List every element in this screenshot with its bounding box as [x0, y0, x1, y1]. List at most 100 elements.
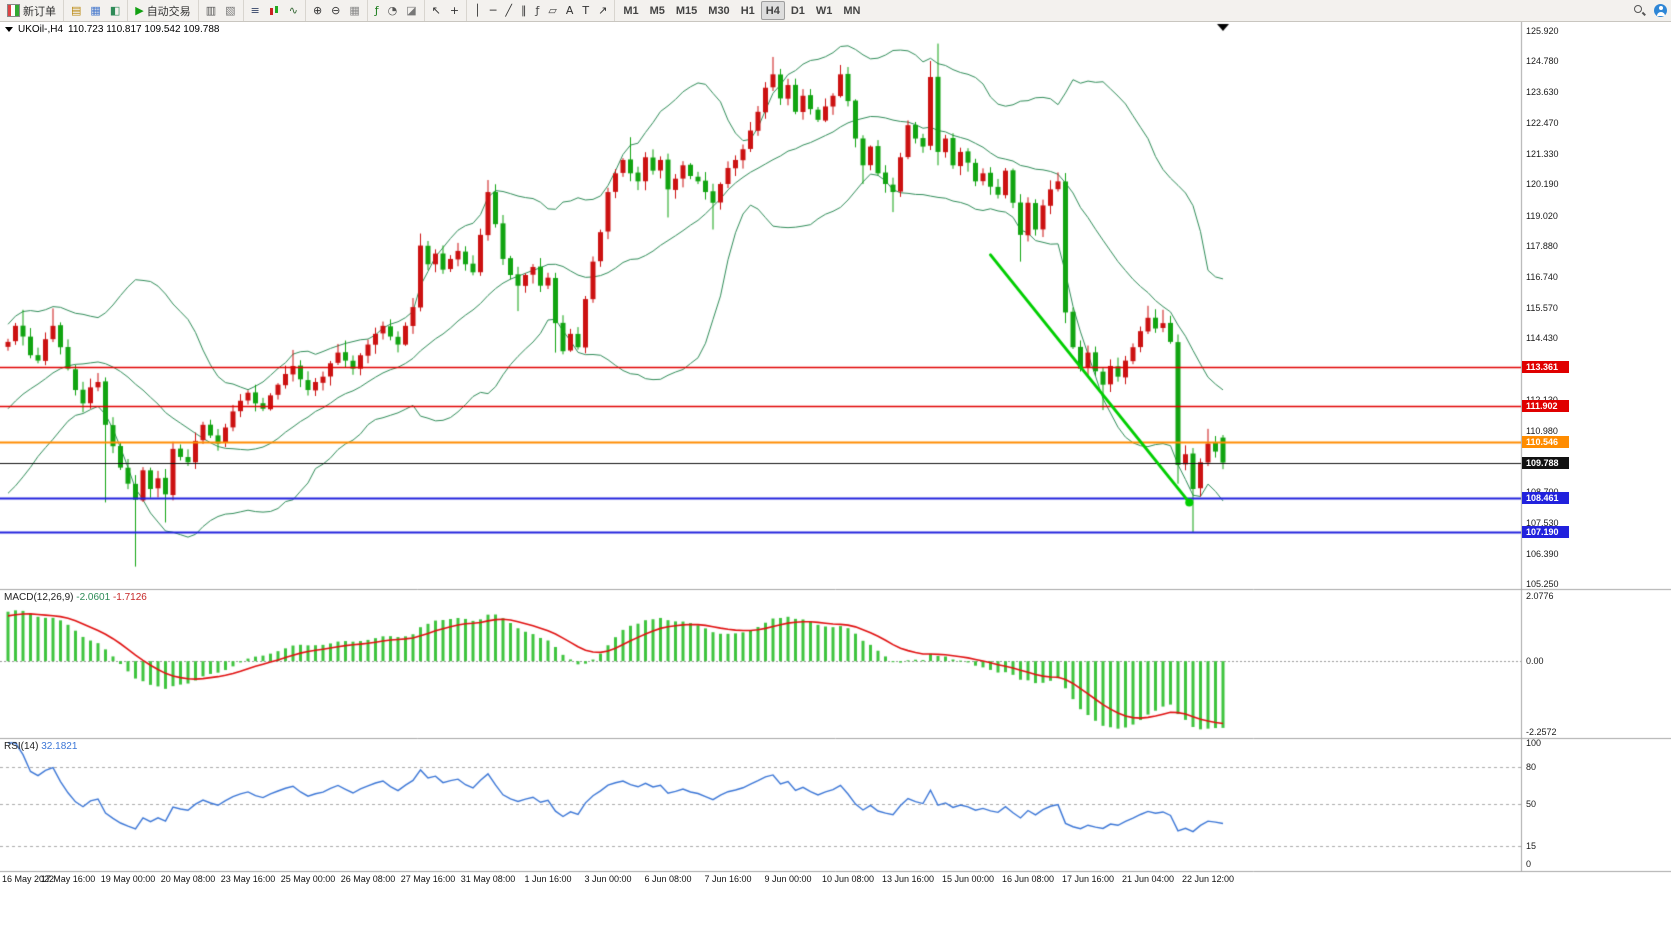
chart-region[interactable]: UKOil-,H4 110.723 110.817 109.542 109.78… — [0, 21, 1671, 937]
shapes-icon: ▱ — [548, 4, 557, 17]
price-axis-label: 106.390 — [1526, 548, 1559, 559]
vertical-line-button[interactable]: │ — [470, 1, 485, 20]
ohlc-values: 110.723 110.817 109.542 109.788 — [68, 24, 220, 35]
tf-m5-label: M5 — [649, 4, 665, 17]
trendline-tool-button[interactable]: ╱ — [501, 1, 516, 20]
arrows-icon: ↗ — [598, 4, 608, 17]
tf-w1-label: W1 — [815, 4, 833, 17]
zoom-in-button[interactable]: ⊕ — [309, 1, 326, 20]
account-button[interactable] — [1650, 1, 1671, 20]
price-tag-109.788: 109.788 — [1522, 456, 1569, 469]
periods-button[interactable]: ◔ — [384, 1, 402, 20]
navigator-button[interactable]: ◧ — [106, 1, 124, 20]
search-button[interactable] — [1629, 1, 1650, 20]
navigator-icon: ◧ — [109, 4, 121, 17]
tf-h1-button[interactable]: H1 — [736, 1, 760, 20]
time-axis-label: 21 Jun 04:00 — [1121, 874, 1175, 884]
symbol-dropdown-icon[interactable] — [5, 27, 13, 32]
time-axis-label: 6 Jun 08:00 — [644, 874, 692, 884]
zoom-out-button[interactable]: ⊖ — [327, 1, 344, 20]
market-watch-button[interactable]: ▤ — [67, 1, 85, 20]
time-axis-label: 27 May 16:00 — [400, 874, 456, 884]
tf-m15-label: M15 — [675, 4, 698, 17]
equidistant-channel-icon: ∥ — [520, 4, 527, 17]
chart-line-button[interactable]: ∿ — [285, 1, 302, 20]
tf-m5-button[interactable]: M5 — [645, 1, 670, 20]
horizontal-line-icon: ─ — [489, 4, 497, 17]
text-label-button[interactable]: T — [578, 1, 593, 20]
macd-label: MACD(12,26,9) -2.0601 -1.7126 — [4, 592, 147, 603]
market-watch-icon: ▤ — [71, 4, 82, 17]
indicators-button[interactable]: ƒ — [371, 1, 383, 20]
chart-canvas[interactable] — [0, 21, 1671, 937]
profiles-button[interactable]: ▧ — [221, 1, 239, 20]
chart-bars-button[interactable]: ≡ — [247, 1, 264, 20]
macd-axis-label: 2.0776 — [1526, 591, 1554, 601]
data-window-icon: ▦ — [90, 4, 101, 17]
grid-button[interactable]: ▦ — [345, 1, 363, 20]
horizontal-line-button[interactable]: ─ — [486, 1, 501, 20]
tf-h1-label: H1 — [740, 4, 755, 17]
crosshair-button[interactable]: + — [446, 1, 463, 20]
arrows-button[interactable]: ↗ — [594, 1, 611, 20]
price-axis-label: 108.700 — [1526, 487, 1559, 497]
new-order-label: 新订单 — [23, 5, 56, 18]
time-axis-label: 17 Jun 16:00 — [1061, 874, 1115, 884]
shapes-button[interactable]: ▱ — [544, 1, 560, 20]
toolbar-group: ⊕ ⊖ ▦ — [304, 0, 367, 21]
templates-button[interactable]: ◪ — [402, 1, 420, 20]
zoom-out-icon: ⊖ — [331, 4, 341, 17]
equidistant-channel-button[interactable]: ∥ — [517, 1, 531, 20]
tf-w1-button[interactable]: W1 — [811, 1, 838, 20]
toolbar: 新订单 ▤ ▦ ◧ ▶ 自动交易 ▥ ▧ ≡ ∿ ⊕ ⊖ ▦ ƒ ◔ ◪ ↖ + │ ─ ╱ ∥ ƒ ▱ A T ↗ M1 M5 M15 M… — [0, 0, 1671, 22]
tf-m15-button[interactable]: M15 — [671, 1, 702, 20]
text-button[interactable]: A — [562, 1, 578, 20]
toolbar-group: ≡ ∿ — [242, 0, 305, 21]
tf-h4-button[interactable]: H4 — [760, 1, 785, 20]
price-axis-label: 116.740 — [1526, 271, 1558, 282]
time-axis-label: 15 Jun 00:00 — [941, 874, 995, 884]
cursor-icon: ↖ — [431, 4, 441, 17]
rsi-axis-label: 15 — [1526, 840, 1537, 851]
new-order-button[interactable]: 新订单 — [3, 1, 60, 20]
price-axis-label: 107.530 — [1526, 518, 1559, 528]
toolbar-group: │ ─ ╱ ∥ ƒ ▱ A T ↗ — [466, 0, 614, 21]
periods-icon: ◔ — [387, 4, 398, 17]
time-axis-label: 26 May 08:00 — [340, 874, 396, 884]
price-tag-110.546: 110.546 — [1522, 436, 1569, 449]
tf-d1-button[interactable]: D1 — [786, 1, 810, 20]
tf-m30-button[interactable]: M30 — [703, 1, 734, 20]
time-axis-label: 22 Jun 12:00 — [1181, 874, 1235, 884]
new-order-icon — [7, 4, 20, 17]
fibonacci-button[interactable]: ƒ — [531, 1, 543, 20]
chart-candles-button[interactable] — [265, 1, 284, 20]
price-axis-label: 120.190 — [1526, 179, 1559, 190]
autotrade-icon: ▶ — [135, 4, 144, 17]
grid-icon: ▦ — [349, 4, 360, 17]
price-axis-label: 112.130 — [1526, 395, 1558, 405]
price-axis-label: 125.920 — [1526, 26, 1559, 36]
new-chart-button[interactable]: ▥ — [202, 1, 220, 20]
price-tag-113.361: 113.361 — [1522, 361, 1569, 373]
cursor-button[interactable]: ↖ — [428, 1, 445, 20]
time-axis-label: 25 May 00:00 — [280, 874, 336, 884]
time-axis-label: 31 May 08:00 — [460, 874, 516, 884]
rsi-axis-label: 0 — [1526, 859, 1532, 869]
symbol-period-label: UKOil-,H4 — [18, 24, 64, 35]
data-window-button[interactable]: ▦ — [86, 1, 104, 20]
price-axis-label: 122.470 — [1526, 118, 1559, 129]
text-icon: A — [565, 4, 574, 17]
rsi-axis-label: 50 — [1526, 798, 1537, 809]
toolbar-group: M1 M5 M15 M30 H1 H4 D1 W1 MN — [614, 0, 868, 21]
time-axis-label: 10 Jun 08:00 — [821, 874, 875, 884]
autotrade-button[interactable]: ▶ 自动交易 — [131, 1, 194, 20]
tf-mn-button[interactable]: MN — [838, 1, 865, 20]
tf-mn-label: MN — [843, 4, 861, 17]
trendline-tool-icon: ╱ — [505, 4, 512, 17]
price-axis-label: 123.630 — [1526, 87, 1559, 98]
rsi-axis-label: 80 — [1526, 762, 1537, 773]
profiles-icon: ▧ — [225, 4, 236, 17]
autotrade-label: 自动交易 — [146, 5, 191, 18]
tf-m1-label: M1 — [623, 4, 639, 17]
tf-m1-button[interactable]: M1 — [618, 1, 643, 20]
